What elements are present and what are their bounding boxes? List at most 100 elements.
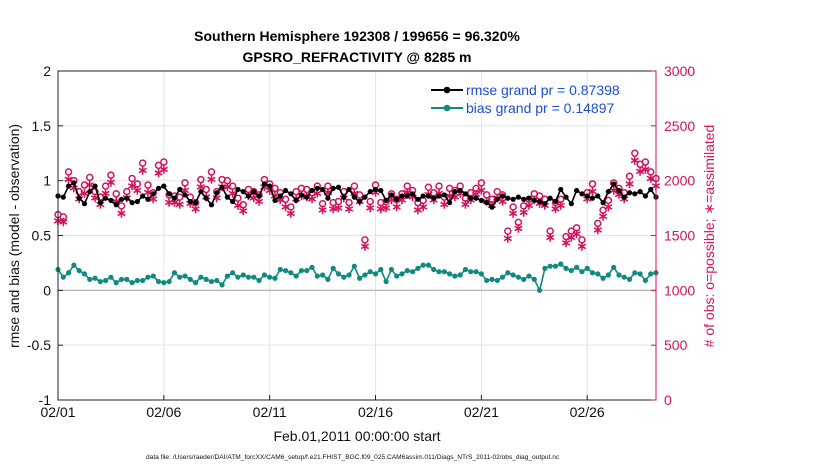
obs-assimilated-point: ∗ <box>169 194 180 209</box>
rmse-point <box>108 197 114 204</box>
rmse-point <box>309 187 315 194</box>
bias-point <box>177 274 183 280</box>
bias-point <box>134 277 140 284</box>
rmse-point <box>155 185 162 191</box>
rmse-point <box>362 194 368 200</box>
x-axis-label: Feb.01,2011 00:00:00 start <box>273 428 440 444</box>
rmse-point <box>457 187 463 194</box>
bias-point <box>447 271 453 277</box>
obs-assimilated-point: ∗ <box>439 197 450 212</box>
legend-rmse-label: rmse grand pr = 0.87398 <box>466 82 620 98</box>
bias-point <box>166 278 172 285</box>
obs-possible-point <box>234 194 242 202</box>
bias-point <box>552 263 559 269</box>
obs-possible-point <box>482 191 491 199</box>
rmse-point <box>219 184 225 190</box>
rmse-point <box>272 197 278 204</box>
bias-point <box>192 280 199 286</box>
bias-point <box>394 273 400 279</box>
obs-assimilated-point: ∗ <box>180 182 191 197</box>
rmse-point <box>574 187 580 194</box>
rmse-point <box>431 195 437 201</box>
obs-possible-point <box>101 182 110 190</box>
obs-possible-point <box>493 187 501 196</box>
rmse-point <box>113 202 119 208</box>
y-axis-right: 0 500 1000 1500 2000 2500 3000 <box>651 63 695 408</box>
bias-point <box>240 272 246 278</box>
rmse-point <box>372 186 379 193</box>
rmse-point <box>425 193 432 199</box>
rmse-point <box>558 186 564 193</box>
obs-possible-point <box>631 149 639 157</box>
obs-possible-point <box>361 236 369 244</box>
obs-possible-point <box>144 181 152 189</box>
rmse-point <box>478 197 484 204</box>
bias-point <box>155 278 162 285</box>
bias-point <box>335 271 342 277</box>
obs-possible-point <box>250 187 258 196</box>
y-left-tick-label: 0 <box>43 282 51 298</box>
obs-assimilated-point: ∗ <box>571 226 582 241</box>
rmse-point <box>97 200 103 206</box>
rmse-point <box>505 195 511 201</box>
rmse-point <box>235 186 241 193</box>
chart-title-line1: Southern Hemisphere 192308 / 199656 = 96… <box>194 28 520 44</box>
rmse-point <box>87 189 93 195</box>
bias-point <box>584 265 590 271</box>
bias-point <box>314 273 320 279</box>
bias-point <box>568 267 574 274</box>
obs-assimilated-point: ∗ <box>402 185 413 200</box>
obs-possible-point <box>588 180 597 188</box>
rmse-point <box>187 198 193 205</box>
obs-possible-point <box>646 168 655 176</box>
y-left-tick-label: 1 <box>43 173 51 189</box>
chart-title-line2: GPSRO_REFRACTIVITY @ 8285 m <box>243 49 472 65</box>
obs-assimilated-point: ∗ <box>608 182 619 197</box>
obs-assimilated-point: ∗ <box>84 177 95 192</box>
bias-point <box>219 282 225 288</box>
obs-possible-point <box>160 158 168 166</box>
rmse-point <box>198 189 204 195</box>
obs-assimilated-point: ∗ <box>603 199 614 214</box>
bias-point <box>547 263 553 269</box>
rmse-point <box>589 195 596 201</box>
rmse-point <box>357 198 363 205</box>
bias-point <box>251 274 257 280</box>
rmse-point <box>489 204 495 210</box>
obs-possible-point <box>59 213 68 221</box>
obs-assimilated-point: ∗ <box>317 202 328 217</box>
rmse-point <box>230 198 236 205</box>
obs-assimilated-point: ∗ <box>322 185 333 200</box>
bias-point <box>478 271 484 277</box>
rmse-point <box>436 193 442 199</box>
bias-point <box>425 262 432 268</box>
obs-possible-point <box>64 168 73 176</box>
obs-possible-point <box>197 175 205 184</box>
rmse-point <box>452 189 458 195</box>
obs-assimilated-point: ∗ <box>502 231 513 246</box>
x-tick-label: 02/06 <box>146 404 181 420</box>
bias-point <box>600 275 606 281</box>
obs-possible-point <box>403 182 412 190</box>
obs-assimilated-point: ∗ <box>116 205 127 220</box>
rmse-point <box>626 190 633 196</box>
rmse-point <box>325 195 331 201</box>
bias-point <box>187 276 193 282</box>
bias-point <box>214 277 220 284</box>
obs-assimilated-point: ∗ <box>349 186 360 201</box>
bias-point <box>65 270 72 276</box>
rmse-point <box>92 183 98 189</box>
obs-assimilated-point: ∗ <box>418 199 429 214</box>
rmse-point <box>267 183 273 189</box>
y-left-tick-label: -0.5 <box>27 337 51 353</box>
bias-point <box>272 275 278 281</box>
obs-possible-point <box>123 187 131 196</box>
bias-point <box>87 276 93 282</box>
rmse-point <box>60 194 66 200</box>
rmse-point <box>526 195 532 201</box>
rmse-point <box>203 195 209 201</box>
rmse-point <box>462 191 469 197</box>
bias-point <box>267 274 273 280</box>
obs-assimilated-point: ∗ <box>137 163 148 178</box>
bias-point <box>150 273 156 279</box>
